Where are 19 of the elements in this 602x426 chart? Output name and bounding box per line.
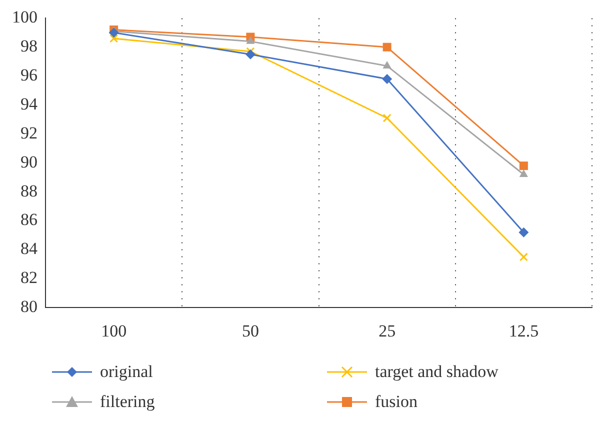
y-tick-label: 96 [20,66,38,85]
y-tick-label: 94 [20,94,38,114]
y-tick-label: 84 [20,239,38,258]
y-tick-label: 92 [20,123,38,142]
legend-label: filtering [100,392,155,412]
y-tick-label: 90 [20,152,38,172]
legend-label: target and shadow [375,362,498,382]
y-tick-label: 100 [12,8,38,27]
legend-label: original [100,362,153,382]
y-tick-label: 86 [20,210,38,230]
x-tick-label: 25 [378,321,396,340]
y-tick-label: 98 [20,36,38,56]
y-tick-label: 80 [20,297,38,316]
legend-label: fusion [375,392,418,412]
y-tick-label: 82 [20,268,38,288]
x-tick-label: 100 [101,321,127,340]
y-tick-label: 88 [20,181,38,200]
x-tick-label: 12.5 [508,321,539,340]
x-tick-label: 50 [242,321,259,340]
